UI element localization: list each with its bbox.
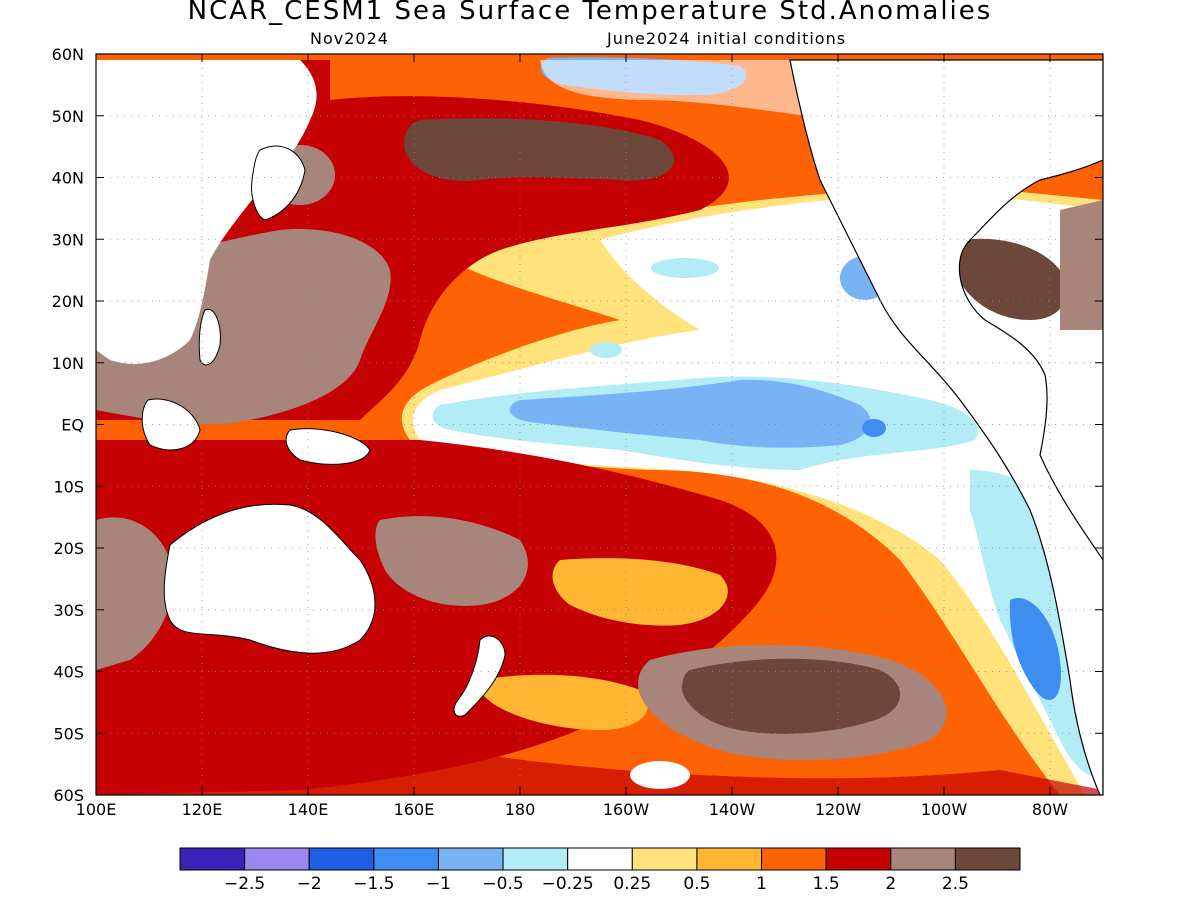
colorbar-swatch (696, 847, 763, 871)
colorbar-label: 1 (756, 874, 767, 894)
lon-label: 160E (394, 800, 435, 819)
lat-label: 50S (53, 724, 84, 743)
lat-label: 20N (52, 292, 84, 311)
colorbar-label: 0.25 (613, 874, 651, 894)
land-new-zealand (453, 635, 506, 717)
init-conditions-label: June2024 initial conditions (607, 29, 847, 48)
lon-label: 80W (1032, 800, 1068, 819)
colorbar-label: −1 (426, 874, 451, 894)
cold-tongue-core (509, 379, 871, 448)
anomaly-field (96, 54, 1103, 795)
warm-patch-indian-ocean (96, 517, 173, 670)
colorbar-swatch (954, 847, 1021, 871)
lon-label: 120W (815, 800, 862, 819)
colorbar-label: −0.25 (542, 874, 594, 894)
colorbar-swatch (179, 847, 246, 871)
lat-label: 40N (52, 169, 84, 188)
lon-label: 100E (76, 800, 117, 819)
lat-label: 60S (53, 786, 84, 805)
lon-label: 140E (288, 800, 329, 819)
colorbar-swatch (308, 847, 375, 871)
latitude-labels: 60N 50N 40N 30N 20N 10N EQ 10S 20S 30S 40S 50S 60S (52, 45, 84, 805)
land-asia (96, 60, 317, 364)
valid-month-label: Nov2024 (310, 29, 389, 48)
lat-label: 40S (53, 663, 84, 682)
cool-zone-chile (1009, 598, 1061, 700)
land-americas (789, 59, 1103, 795)
extreme-blob-south-pacific (681, 658, 901, 734)
lat-label: 10S (53, 477, 84, 496)
colorbar-swatch (890, 847, 956, 871)
lat-label: 60N (52, 45, 84, 64)
cool-patch-hawaii (590, 342, 622, 358)
colorbar-swatch (373, 847, 439, 871)
colorbar-label: 2 (885, 874, 896, 894)
lon-label: 160W (603, 800, 650, 819)
colorbar (179, 847, 1021, 871)
cold-tongue-spot (862, 419, 886, 437)
colorbar-label: −1.5 (353, 874, 394, 894)
lon-label: 180 (505, 800, 536, 819)
land-new-guinea (285, 428, 371, 465)
land-borneo (141, 398, 201, 451)
warm-southern-ocean (96, 711, 1103, 795)
lat-label: 20S (53, 539, 84, 558)
warm-patch-coral-sea (375, 516, 528, 606)
land-japan (251, 145, 306, 221)
colorbar-label: −2.5 (224, 874, 265, 894)
colorbar-swatch (502, 847, 569, 871)
colorbar-swatch (437, 847, 504, 871)
lat-label: EQ (61, 416, 84, 435)
lat-label: 10N (52, 354, 84, 373)
land-philippines (198, 308, 221, 366)
lon-label: 120E (182, 800, 223, 819)
lat-label: 30N (52, 230, 84, 249)
warm-patch-gulf-mexico (956, 238, 1066, 320)
longitude-labels: 100E 120E 140E 160E 180 160W 140W 120W 100W 80W (76, 800, 1069, 819)
colorbar-swatch (244, 847, 310, 871)
colorbar-swatch (631, 847, 698, 871)
colorbar-label: 0.5 (683, 874, 710, 894)
land-australia (163, 503, 376, 654)
moderate-warm-south-pacific (552, 558, 728, 626)
lon-label: 100W (921, 800, 968, 819)
colorbar-labels: −2.5 −2 −1.5 −1 −0.5 −0.25 0.25 0.5 1 1.5 2 2.5 (224, 874, 969, 894)
neutral-patch-gulf-alaska (540, 60, 819, 116)
lat-label: 30S (53, 601, 84, 620)
warm-patch-atlantic (1060, 200, 1103, 330)
colorbar-label: −0.5 (482, 874, 523, 894)
colorbar-swatch (567, 847, 633, 871)
lon-label: 140W (709, 800, 756, 819)
colorbar-label: −2 (297, 874, 322, 894)
neutral-patch-southern-ocean (630, 761, 690, 789)
colorbar-swatch (825, 847, 892, 871)
moderate-warm-tasman (478, 674, 648, 730)
colorbar-swatch (761, 847, 827, 871)
page-title: NCAR_CESM1 Sea Surface Temperature Std.A… (187, 0, 993, 26)
extreme-warm-north-pacific (404, 118, 675, 181)
cool-patch-subtropical (651, 258, 719, 278)
colorbar-label: 2.5 (942, 874, 969, 894)
map-ticks (95, 53, 1103, 796)
colorbar-label: 1.5 (813, 874, 840, 894)
lat-label: 50N (52, 107, 84, 126)
